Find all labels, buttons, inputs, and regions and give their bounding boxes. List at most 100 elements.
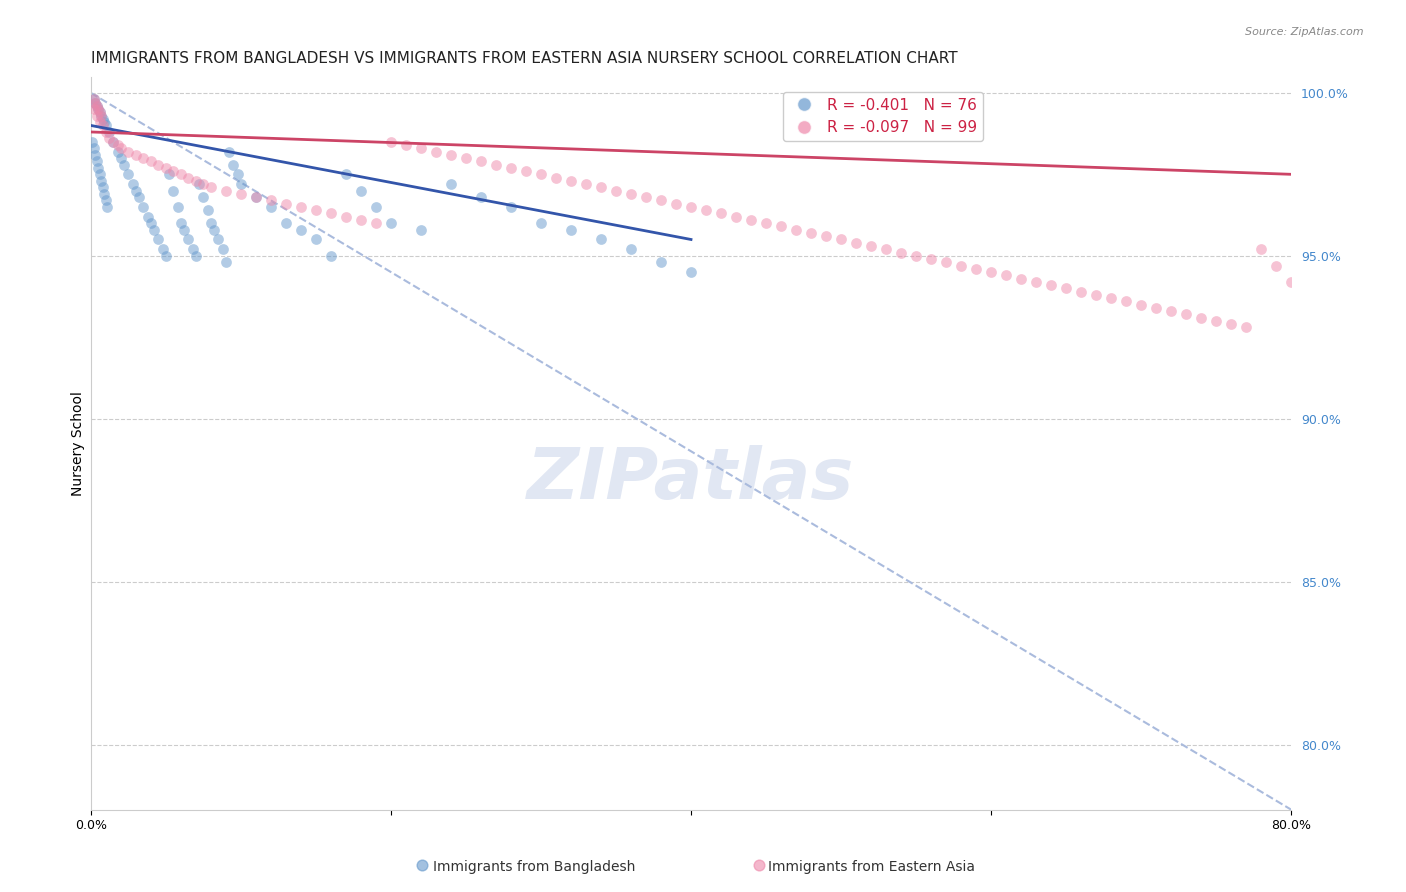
Point xyxy=(530,167,553,181)
Point xyxy=(90,109,112,123)
Point xyxy=(132,200,155,214)
Point xyxy=(770,219,793,234)
Point xyxy=(860,239,883,253)
Point xyxy=(139,154,162,169)
Point xyxy=(1085,288,1108,302)
Point xyxy=(94,125,117,139)
Point xyxy=(1265,259,1288,273)
Point xyxy=(875,242,897,256)
Point xyxy=(395,138,418,153)
Point xyxy=(650,255,672,269)
Point xyxy=(202,223,225,237)
Point xyxy=(335,167,357,181)
Point xyxy=(319,206,342,220)
Point xyxy=(89,105,111,120)
Point xyxy=(544,170,567,185)
Point xyxy=(87,161,110,175)
Point xyxy=(110,151,132,165)
Point xyxy=(560,223,582,237)
Point xyxy=(215,255,238,269)
Point xyxy=(155,161,177,175)
Point xyxy=(1175,307,1198,321)
Point xyxy=(91,180,114,194)
Point xyxy=(83,92,105,106)
Point xyxy=(830,232,852,246)
Point xyxy=(800,226,823,240)
Point xyxy=(245,190,267,204)
Text: Source: ZipAtlas.com: Source: ZipAtlas.com xyxy=(1246,27,1364,37)
Text: IMMIGRANTS FROM BANGLADESH VS IMMIGRANTS FROM EASTERN ASIA NURSERY SCHOOL CORREL: IMMIGRANTS FROM BANGLADESH VS IMMIGRANTS… xyxy=(91,51,957,66)
Point xyxy=(260,194,283,208)
Point xyxy=(950,259,973,273)
Point xyxy=(470,154,492,169)
Point xyxy=(84,148,107,162)
Point xyxy=(454,151,477,165)
Point xyxy=(650,194,672,208)
Point xyxy=(499,161,522,175)
Point xyxy=(380,135,402,149)
Point xyxy=(173,223,195,237)
Point xyxy=(290,223,312,237)
Point xyxy=(193,190,215,204)
Point xyxy=(1189,310,1212,325)
Point xyxy=(207,232,229,246)
Point xyxy=(1070,285,1092,299)
Point xyxy=(748,858,770,872)
Point xyxy=(90,109,112,123)
Point xyxy=(125,184,148,198)
Point xyxy=(200,180,222,194)
Point xyxy=(84,95,107,110)
Point xyxy=(620,242,643,256)
Point xyxy=(1220,317,1243,331)
Point xyxy=(575,177,598,191)
Point xyxy=(634,190,657,204)
Point xyxy=(845,235,868,250)
Point xyxy=(181,242,204,256)
Point xyxy=(86,154,108,169)
Point xyxy=(1115,294,1137,309)
Point xyxy=(82,135,104,149)
Y-axis label: Nursery School: Nursery School xyxy=(72,391,86,496)
Point xyxy=(96,200,118,214)
Text: ZIPatlas: ZIPatlas xyxy=(527,445,855,515)
Text: Immigrants from Bangladesh: Immigrants from Bangladesh xyxy=(433,860,636,874)
Point xyxy=(121,177,143,191)
Point xyxy=(755,216,778,230)
Point xyxy=(679,200,702,214)
Point xyxy=(785,223,807,237)
Point xyxy=(995,268,1018,283)
Point xyxy=(139,216,162,230)
Point xyxy=(170,216,193,230)
Point xyxy=(499,200,522,214)
Point xyxy=(605,184,627,198)
Point xyxy=(740,213,762,227)
Point xyxy=(935,255,957,269)
Point xyxy=(222,157,245,171)
Point xyxy=(229,186,252,201)
Point xyxy=(148,157,170,171)
Point xyxy=(86,99,108,113)
Point xyxy=(245,190,267,204)
Point xyxy=(274,216,297,230)
Point xyxy=(350,213,373,227)
Point xyxy=(89,115,111,129)
Point xyxy=(260,200,283,214)
Point xyxy=(920,252,942,266)
Point xyxy=(107,138,129,153)
Point xyxy=(319,249,342,263)
Point xyxy=(980,265,1002,279)
Point xyxy=(229,177,252,191)
Point xyxy=(84,95,107,110)
Point xyxy=(1279,275,1302,289)
Point xyxy=(1205,314,1227,328)
Point xyxy=(148,232,170,246)
Point xyxy=(87,102,110,116)
Point xyxy=(1010,271,1032,285)
Point xyxy=(197,203,219,218)
Point xyxy=(409,223,432,237)
Point xyxy=(560,174,582,188)
Point xyxy=(166,200,188,214)
Point xyxy=(94,119,117,133)
Point xyxy=(440,148,463,162)
Point xyxy=(620,186,643,201)
